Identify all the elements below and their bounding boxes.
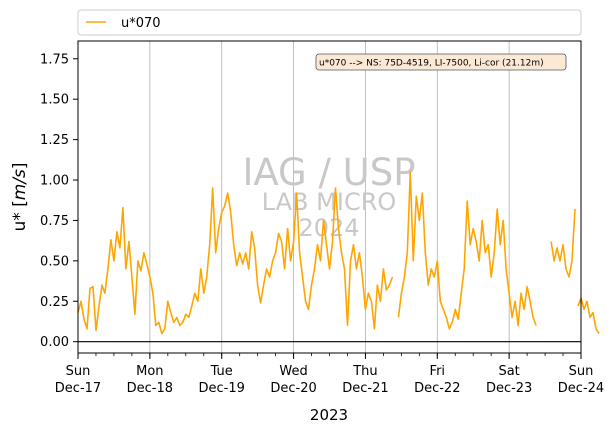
x-tick-day-6: Sat [498,364,519,379]
y-tick-label-2: 0.50 [40,254,69,269]
x-tick-day-0: Sun [66,364,91,379]
x-tick-day-5: Fri [430,364,446,379]
x-tick-date-4: Dec-21 [342,381,388,396]
x-tick-date-6: Dec-23 [486,381,532,396]
y-axis: 0.00 0.25 0.50 0.75 1.00 1.25 1.50 1.75 [40,52,78,350]
y-tick-label-6: 1.50 [40,93,69,108]
x-tick-date-7: Dec-24 [558,381,604,396]
annotation-box [315,53,567,71]
watermark-line-1: IAG / USP [242,151,415,194]
series-line-segment-0 [77,187,394,335]
x-gridlines [149,41,510,353]
y-axis-label: u* [m/s] [10,162,30,231]
y-tick-label-5: 1.25 [40,133,69,148]
y-tick-label-3: 0.75 [40,214,69,229]
y-tick-label-0: 0.00 [40,335,69,350]
x-tick-date-5: Dec-22 [414,381,460,396]
x-tick-date-0: Dec-17 [55,381,101,396]
x-axis: Sun Dec-17 Mon Dec-18 Tue Dec-19 Wed Dec-20 Thu D… [55,353,604,396]
y-tick-label-7: 1.75 [40,52,69,67]
watermark-line-3: 2024 [298,214,359,242]
x-tick-day-4: Thu [352,364,377,379]
series-line-segment-1 [397,171,537,330]
x-tick-date-1: Dec-18 [127,381,173,396]
annotation: u*070 --> NS: 75D-4519, LI-7500, Li-cor … [315,53,567,71]
x-tick-date-3: Dec-20 [270,381,316,396]
annotation-text: u*070 --> NS: 75D-4519, LI-7500, Li-cor … [319,59,544,69]
y-tick-label-4: 1.00 [40,174,69,189]
x-tick-day-3: Wed [279,364,307,379]
y-tick-label-1: 0.25 [40,295,69,310]
x-tick-day-7: Sun [569,364,594,379]
x-axis-label: 2023 [310,406,348,424]
y-axis-title: u* [m/s] [10,162,30,231]
x-tick-date-2: Dec-19 [199,381,245,396]
plot-area [78,41,581,353]
legend: u*070 [77,9,582,36]
watermark-line-2: LAB MICRO [262,188,397,216]
legend-frame [77,9,582,36]
x-tick-day-1: Mon [136,364,163,379]
watermark: IAG / USP LAB MICRO 2024 [242,151,415,242]
legend-label-u070: u*070 [121,16,161,31]
x-tick-day-2: Tue [210,364,233,379]
series-line-segment-2 [550,209,576,278]
